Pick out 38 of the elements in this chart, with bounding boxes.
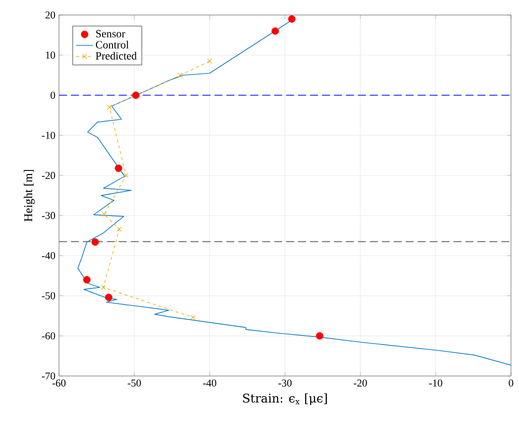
y-tick-label: -70 [42, 372, 56, 380]
point [272, 27, 279, 35]
x-tick-label: -30 [278, 380, 292, 387]
point [116, 226, 122, 232]
x-tick-label: -40 [203, 380, 216, 387]
x-tick-label: -50 [128, 380, 141, 387]
point [107, 104, 112, 110]
point [178, 72, 183, 78]
y-axis-title: Height [m] [24, 170, 35, 222]
x-tick-label: -10 [429, 380, 442, 387]
y-tick-label: 20 [45, 11, 56, 19]
y-tick-label: -20 [42, 172, 56, 179]
point [100, 284, 106, 290]
point [91, 238, 99, 246]
point [124, 172, 129, 178]
point [316, 332, 324, 340]
y-tick-label: 10 [46, 52, 56, 59]
x-tick-label: 0 [508, 380, 514, 387]
y-tick-label: 0 [50, 92, 56, 99]
y-tick-label: -40 [42, 252, 56, 260]
point [207, 58, 212, 64]
y-tick-label: -50 [42, 292, 56, 300]
y-tick-label: -60 [42, 332, 56, 340]
point [190, 314, 196, 320]
x-tick-label: -60 [52, 380, 66, 387]
x-tick-label: -20 [354, 380, 367, 387]
point [102, 212, 107, 217]
point [105, 294, 112, 302]
point [114, 164, 122, 172]
legend-label: Sensor [96, 30, 126, 38]
y-tick-label: -10 [42, 132, 56, 139]
point [132, 92, 140, 99]
point [288, 15, 296, 23]
y-tick-label: -30 [42, 212, 56, 220]
point [83, 276, 91, 284]
x-axis-title: Strain: ϵ$_{x}$ [μϵ] [243, 393, 327, 405]
legend-label: Predicted [96, 52, 137, 60]
legend-label: Control [96, 40, 129, 48]
